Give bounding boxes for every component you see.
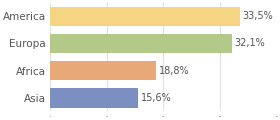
Bar xyxy=(50,34,232,53)
Bar xyxy=(50,88,138,108)
Bar xyxy=(50,61,157,80)
Text: 33,5%: 33,5% xyxy=(242,11,273,21)
Text: 18,8%: 18,8% xyxy=(159,66,189,76)
Text: 15,6%: 15,6% xyxy=(141,93,171,103)
Text: 32,1%: 32,1% xyxy=(234,39,265,48)
Bar xyxy=(50,7,240,26)
